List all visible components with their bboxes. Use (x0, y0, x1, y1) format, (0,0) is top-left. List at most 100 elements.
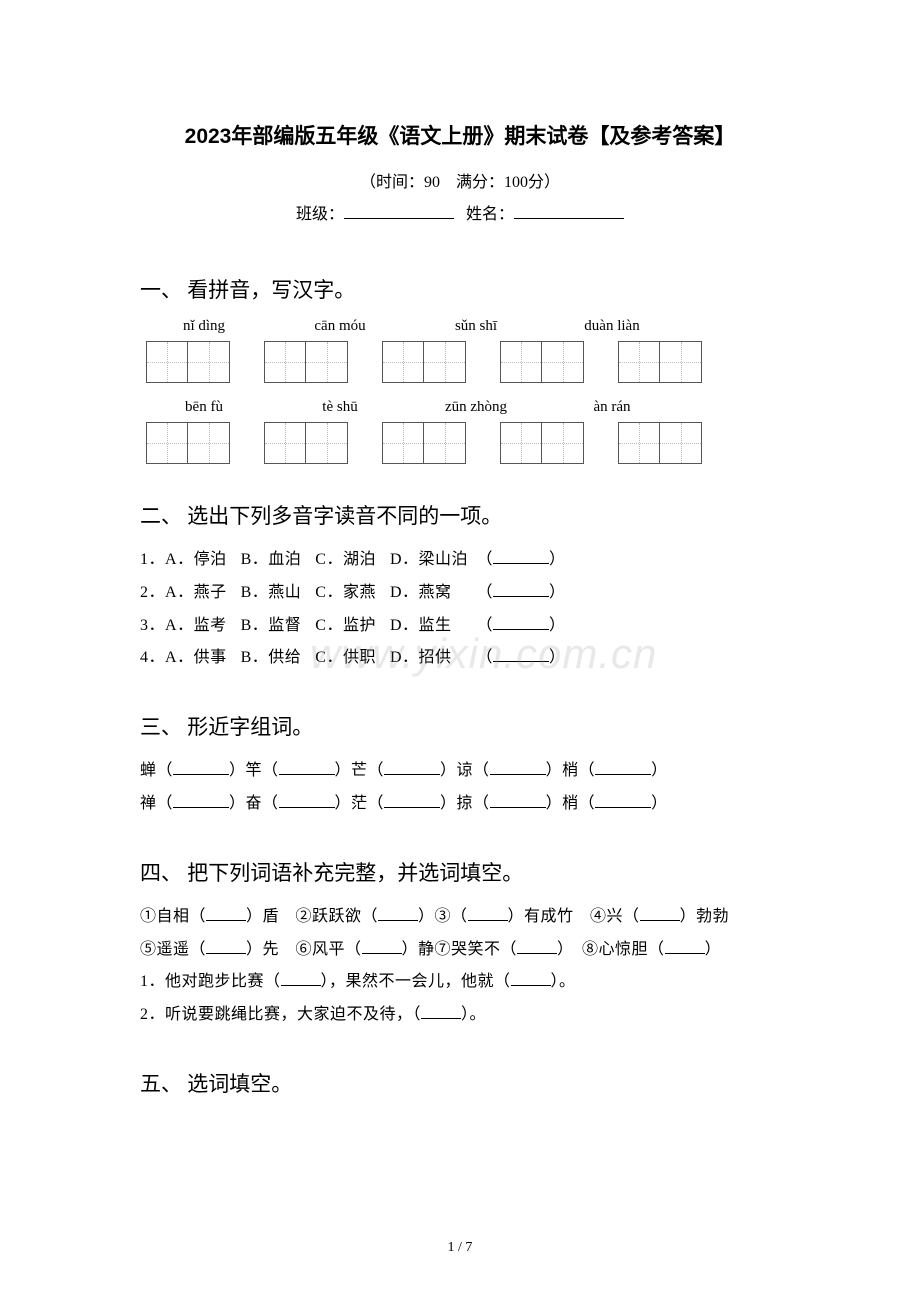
answer-blank (493, 615, 549, 629)
answer-blank (279, 761, 335, 775)
frag: 1．他对跑步比赛（ (140, 973, 281, 990)
opt: A．停泊 (165, 551, 227, 568)
frag: ） ⑧心惊胆（ (557, 941, 665, 958)
frag: ）梢（ (546, 762, 596, 779)
char-box-pair (382, 422, 466, 464)
class-name-line: 班级： 姓名： (140, 200, 780, 224)
frag: ） (705, 941, 722, 958)
char-box-pair (618, 422, 702, 464)
char-box-pair (146, 422, 230, 464)
qnum: 1． (140, 551, 165, 568)
section-3-heading: 三、 形近字组词。 (140, 711, 780, 741)
char-box-pair (382, 341, 466, 383)
pinyin-row-1: nǐ dìng cān móu sǔn shī duàn liàn (160, 318, 780, 335)
page-footer: 1 / 7 (0, 1240, 920, 1256)
frag: 蝉（ (140, 762, 173, 779)
answer-blank (468, 906, 508, 920)
s4-line3: 1．他对跑步比赛（），果然不一会儿，他就（）。 (140, 966, 780, 999)
frag: ）茫（ (335, 795, 385, 812)
pinyin-cell: àn rán (568, 399, 656, 416)
frag: ）有成竹 ④兴（ (508, 908, 640, 925)
opt: C．供职 (315, 649, 376, 666)
frag: ）芒（ (335, 762, 385, 779)
answer-blank (279, 794, 335, 808)
answer-blank (421, 1005, 461, 1019)
answer-blank (640, 906, 680, 920)
answer-blank (595, 794, 651, 808)
opt: A．监考 (165, 617, 227, 634)
pinyin-cell: sǔn shī (432, 318, 520, 335)
class-blank (344, 203, 454, 219)
pinyin-cell: nǐ dìng (160, 318, 248, 335)
frag: ）掠（ (440, 795, 490, 812)
s3-line1: 蝉（ ）竿（ ）芒（ ）谅（ ）梢（ ） (140, 755, 780, 788)
opt: D．燕窝 (390, 584, 452, 601)
qnum: 3． (140, 617, 165, 634)
opt: A．供事 (165, 649, 227, 666)
answer-blank (378, 906, 418, 920)
s4-line4: 2．听说要跳绳比赛，大家迫不及待，（）。 (140, 999, 780, 1032)
answer-blank (493, 550, 549, 564)
opt: D．招供 (390, 649, 452, 666)
char-box-pair (500, 341, 584, 383)
char-boxes-row-2 (146, 422, 780, 464)
char-box-pair (264, 341, 348, 383)
frag: ）梢（ (546, 795, 596, 812)
q2-1: 1．A．停泊B．血泊C．湖泊D．梁山泊 （） (140, 544, 780, 577)
frag: ）勃勃 (680, 908, 730, 925)
answer-blank (384, 761, 440, 775)
answer-blank (173, 761, 229, 775)
answer-blank (281, 972, 321, 986)
answer-blank (493, 582, 549, 596)
s4-line1: ①自相（ ）盾 ②跃跃欲（ ）③（ ）有成竹 ④兴（ ）勃勃 (140, 901, 780, 934)
answer-blank (206, 906, 246, 920)
frag: ）谅（ (440, 762, 490, 779)
opt: C．家燕 (315, 584, 376, 601)
answer-blank (362, 939, 402, 953)
pinyin-cell: tè shū (296, 399, 384, 416)
answer-blank (493, 648, 549, 662)
frag: ①自相（ (140, 908, 206, 925)
s4-line2: ⑤遥遥（ ）先 ⑥风平（ ）静⑦哭笑不（ ） ⑧心惊胆（ ） (140, 934, 780, 967)
opt: C．湖泊 (315, 551, 376, 568)
opt: A．燕子 (165, 584, 227, 601)
class-label: 班级： (296, 206, 344, 223)
answer-blank (511, 972, 551, 986)
frag: ）③（ (418, 908, 468, 925)
exam-page: 2023年部编版五年级《语文上册》期末试卷【及参考答案】 （时间：90 满分：1… (0, 0, 920, 1152)
frag: ⑤遥遥（ (140, 941, 206, 958)
qnum: 2． (140, 584, 165, 601)
pinyin-cell: cān móu (296, 318, 384, 335)
pinyin-row-2: bēn fù tè shū zūn zhòng àn rán (160, 399, 780, 416)
section-4-heading: 四、 把下列词语补充完整，并选词填空。 (140, 857, 780, 887)
q2-2: 2．A．燕子B．燕山C．家燕D．燕窝 （） (140, 577, 780, 610)
pinyin-cell: bēn fù (160, 399, 248, 416)
name-blank (514, 203, 624, 219)
frag: ）竿（ (229, 762, 279, 779)
opt: B．供给 (241, 649, 302, 666)
frag: 禅（ (140, 795, 173, 812)
frag: ）静⑦哭笑不（ (402, 941, 518, 958)
frag: ）盾 ②跃跃欲（ (246, 908, 378, 925)
opt: B．监督 (241, 617, 302, 634)
qnum: 4． (140, 649, 165, 666)
s3-line2: 禅（）奋（）茫（）掠（）梢（） (140, 788, 780, 821)
q2-3: 3．A．监考B．监督C．监护D．监生 （） (140, 610, 780, 643)
pinyin-cell: duàn liàn (568, 318, 656, 335)
exam-meta: （时间：90 满分：100分） (140, 168, 780, 192)
q2-4: 4．A．供事B．供给C．供职D．招供 （） (140, 642, 780, 675)
opt: B．燕山 (241, 584, 302, 601)
char-box-pair (500, 422, 584, 464)
frag: ） (651, 762, 668, 779)
answer-blank (173, 794, 229, 808)
exam-title: 2023年部编版五年级《语文上册》期末试卷【及参考答案】 (140, 120, 780, 150)
section-2-heading: 二、 选出下列多音字读音不同的一项。 (140, 500, 780, 530)
opt: D．梁山泊 (390, 551, 468, 568)
char-box-pair (146, 341, 230, 383)
answer-blank (384, 794, 440, 808)
frag: ）先 ⑥风平（ (246, 941, 362, 958)
frag: ）。 (461, 1006, 486, 1023)
frag: ） (651, 795, 668, 812)
frag: ），果然不一会儿，他就（ (321, 973, 511, 990)
name-label: 姓名： (466, 206, 514, 223)
